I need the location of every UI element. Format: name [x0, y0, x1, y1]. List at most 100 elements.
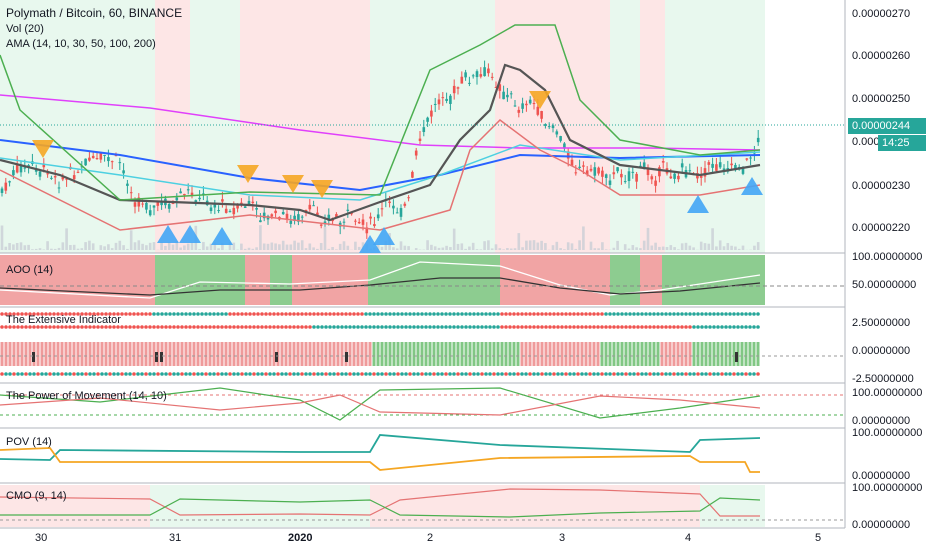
- extensive-bar: [44, 342, 48, 366]
- candle-body: [129, 192, 133, 194]
- trend-band: [640, 0, 665, 253]
- candle-body: [601, 170, 604, 177]
- extensive-dot: [484, 325, 488, 329]
- cmo-pane-label[interactable]: CMO (9, 14): [6, 490, 67, 502]
- extensive-dot: [344, 325, 348, 329]
- aoo-pane-label[interactable]: AOO (14): [6, 264, 54, 276]
- extensive-dot: [652, 325, 656, 329]
- volume-bar: [642, 240, 646, 250]
- candle-body: [532, 103, 536, 105]
- extensive-dot: [692, 325, 696, 329]
- extensive-bar: [244, 342, 248, 366]
- extensive-dot: [520, 312, 524, 316]
- extensive-dot: [216, 312, 220, 316]
- extensive-bar: [660, 342, 664, 366]
- extensive-dot: [720, 312, 724, 316]
- extensive-dot: [236, 325, 240, 329]
- extensive-bar: [208, 342, 212, 366]
- extensive-dot: [424, 312, 428, 316]
- extensive-dot: [64, 312, 68, 316]
- volume-bar: [217, 248, 220, 250]
- extensive-dot: [100, 312, 104, 316]
- candle-body: [327, 214, 331, 221]
- volume-bar: [680, 243, 684, 250]
- candle-body: [490, 76, 494, 78]
- extensive-dot: [680, 325, 684, 329]
- candle-body: [346, 209, 350, 211]
- extensive-bar: [76, 342, 80, 366]
- candle-body: [753, 152, 756, 154]
- extensive-dot: [652, 372, 656, 376]
- volume-bar: [316, 248, 319, 250]
- volume-bar: [308, 243, 312, 250]
- extensive-dot: [596, 372, 600, 376]
- volume-bar: [361, 242, 365, 250]
- candle-body: [0, 188, 4, 193]
- volume-bar: [528, 240, 532, 250]
- candle-body: [730, 163, 733, 166]
- cmo-axis-label: 0.00000000: [852, 519, 911, 531]
- volume-bar: [665, 246, 669, 250]
- extensive-dot: [284, 372, 288, 376]
- candle-body: [475, 71, 479, 78]
- extensive-dot: [724, 312, 728, 316]
- candle-body: [57, 187, 61, 189]
- volume-bar: [376, 244, 380, 250]
- extensive-dot: [600, 372, 604, 376]
- extensive-bar: [548, 342, 552, 366]
- extensive-bar: [392, 342, 396, 366]
- candle-body: [669, 176, 673, 179]
- extensive-dot: [108, 312, 112, 316]
- extensive-bar: [440, 342, 444, 366]
- extensive-dot: [620, 312, 624, 316]
- extensive-dot: [548, 372, 552, 376]
- extensive-dot: [276, 325, 280, 329]
- extensive-bar: [664, 342, 668, 366]
- volume-bar: [65, 228, 68, 250]
- extensive-dot: [440, 312, 444, 316]
- extensive-dot: [168, 372, 172, 376]
- extensive-dot: [104, 325, 108, 329]
- extensive-dot: [44, 312, 48, 316]
- candle-body: [289, 220, 293, 224]
- price-axis-label: 0.00000250: [852, 93, 911, 105]
- extensive-dot: [708, 312, 712, 316]
- extensive-dot: [24, 312, 28, 316]
- candle-body: [437, 99, 441, 105]
- extensive-dot: [276, 372, 280, 376]
- extensive-dot: [296, 312, 300, 316]
- volume-bar: [148, 242, 152, 250]
- power-line-green: [0, 387, 761, 421]
- extensive-dot: [664, 312, 668, 316]
- extensive-dot: [516, 312, 520, 316]
- extensive-dot: [112, 312, 116, 316]
- candle-body: [578, 166, 581, 168]
- extensive-bar: [408, 342, 412, 366]
- volume-indicator-label[interactable]: Vol (20): [6, 23, 44, 35]
- extensive-dot: [524, 325, 528, 329]
- extensive-bar: [16, 342, 20, 366]
- extensive-bar: [80, 342, 84, 366]
- volume-bar: [46, 241, 49, 250]
- extensive-dot: [24, 325, 28, 329]
- volume-bar: [566, 242, 570, 250]
- extensive-dot: [316, 372, 320, 376]
- power-pane-label[interactable]: The Power of Movement (14, 10): [6, 390, 167, 402]
- extensive-dot: [632, 312, 636, 316]
- pov-pane-label[interactable]: POV (14): [6, 436, 52, 448]
- extensive-dot: [656, 312, 660, 316]
- extensive-dot: [4, 372, 8, 376]
- ama-indicator-label[interactable]: AMA (14, 10, 30, 50, 100, 200): [6, 38, 156, 50]
- extensive-pane-label[interactable]: The Extensive Indicator: [6, 314, 121, 326]
- extensive-dot: [480, 325, 484, 329]
- trend-band: [370, 0, 400, 253]
- extensive-dot: [48, 372, 52, 376]
- extensive-dot: [704, 372, 708, 376]
- extensive-bar: [752, 342, 756, 366]
- extensive-dot: [300, 325, 304, 329]
- candle-body: [715, 164, 718, 171]
- extensive-bar: [536, 342, 540, 366]
- symbol-title[interactable]: Polymath / Bitcoin, 60, BINANCE: [6, 6, 183, 20]
- extensive-bar: [40, 342, 44, 366]
